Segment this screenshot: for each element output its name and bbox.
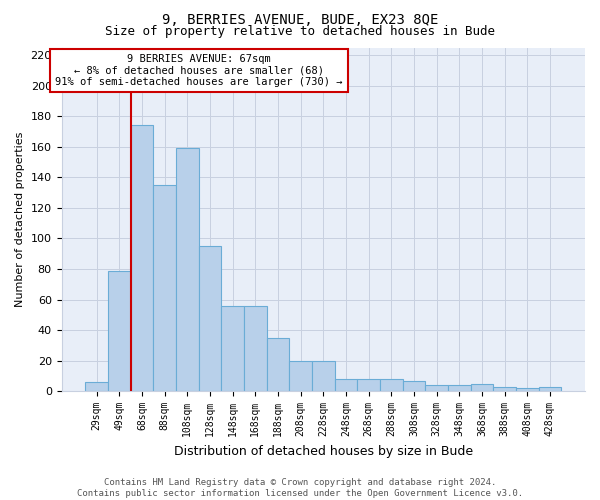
Bar	[154, 185, 176, 391]
Bar	[289, 360, 312, 391]
Bar	[516, 388, 539, 391]
Y-axis label: Number of detached properties: Number of detached properties	[15, 132, 25, 307]
Bar	[539, 386, 561, 391]
Bar	[380, 379, 403, 391]
Bar	[448, 385, 470, 391]
Bar	[176, 148, 199, 391]
Bar	[335, 379, 357, 391]
Bar	[85, 382, 108, 391]
Text: Size of property relative to detached houses in Bude: Size of property relative to detached ho…	[105, 25, 495, 38]
Text: 9, BERRIES AVENUE, BUDE, EX23 8QE: 9, BERRIES AVENUE, BUDE, EX23 8QE	[162, 12, 438, 26]
Bar	[357, 379, 380, 391]
X-axis label: Distribution of detached houses by size in Bude: Distribution of detached houses by size …	[174, 444, 473, 458]
Text: Contains HM Land Registry data © Crown copyright and database right 2024.
Contai: Contains HM Land Registry data © Crown c…	[77, 478, 523, 498]
Bar	[403, 380, 425, 391]
Bar	[221, 306, 244, 391]
Text: 9 BERRIES AVENUE: 67sqm
← 8% of detached houses are smaller (68)
91% of semi-det: 9 BERRIES AVENUE: 67sqm ← 8% of detached…	[55, 54, 343, 87]
Bar	[312, 360, 335, 391]
Bar	[266, 338, 289, 391]
Bar	[470, 384, 493, 391]
Bar	[493, 386, 516, 391]
Bar	[244, 306, 266, 391]
Bar	[425, 385, 448, 391]
Bar	[131, 126, 154, 391]
Bar	[108, 270, 131, 391]
Bar	[199, 246, 221, 391]
